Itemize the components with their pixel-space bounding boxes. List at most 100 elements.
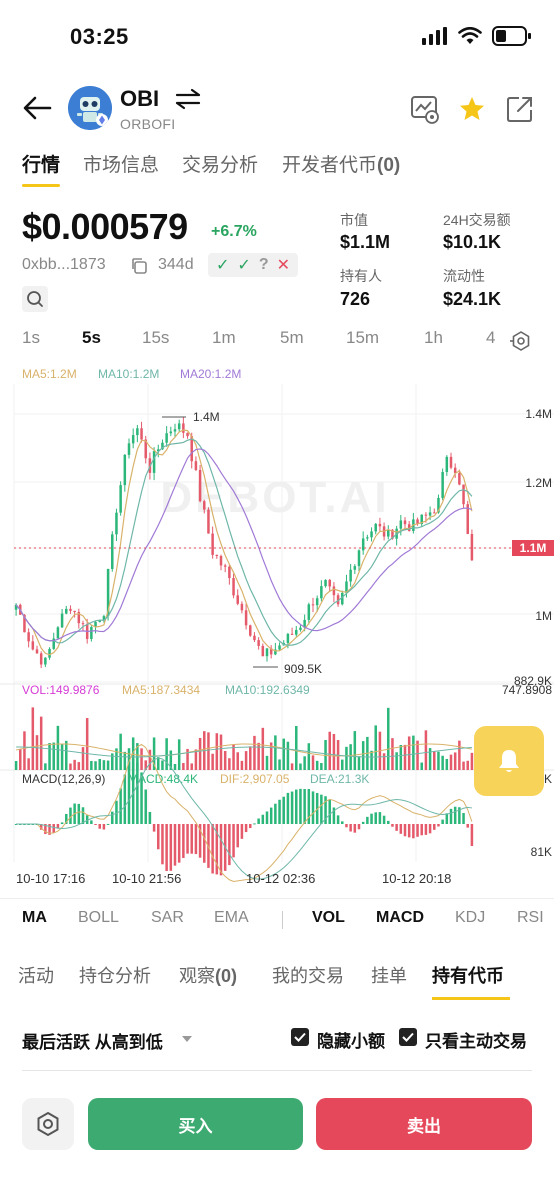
macd-bar [111,811,114,824]
tab-dev-tokens[interactable]: 开发者代币(0) [282,150,400,177]
volume-bar [470,752,474,770]
candle [407,524,411,531]
indicator-ma[interactable]: MA [22,909,47,926]
tab-trade-analysis[interactable]: 交易分析 [182,155,259,176]
macd-bar [81,807,85,824]
volume-bar [290,763,294,770]
buy-button[interactable]: 买入 [88,1098,303,1150]
subtab-my-trades[interactable]: 我的交易 [272,966,344,986]
subtab-orders[interactable]: 挂单 [371,966,407,986]
indicator-vol[interactable]: VOL [312,909,345,926]
subtab-watch-label: 观察 [179,966,215,986]
macd-bar [374,812,377,824]
macd-bar [361,821,365,824]
swap-icon[interactable] [174,88,202,110]
contract-address[interactable]: 0xbb...1873 [22,256,106,273]
macd-bar [391,824,394,827]
volume-bar [420,762,423,770]
signal-icon [422,27,447,45]
candle [320,586,323,599]
price-tick: 1.2M [525,476,552,490]
macd-bar [106,823,110,825]
macd-bar [433,824,436,830]
macd-bar [165,824,168,872]
volume-bar [211,753,214,770]
macd-bar [412,824,415,839]
volume-bar [140,748,143,770]
back-arrow-icon[interactable] [20,92,56,124]
candle [136,428,139,436]
subtab-holdings[interactable]: 持有代币 [432,966,504,986]
volume-bar [395,752,398,770]
volume-bar [437,751,440,770]
volume-bar [161,760,164,770]
indicator-rsi[interactable]: RSI [517,909,544,926]
trade-settings-button[interactable] [22,1098,74,1150]
active-only-checkbox[interactable] [399,1028,417,1046]
candle [290,633,294,635]
chart-settings-icon[interactable] [508,328,534,354]
interval-1s[interactable]: 1s [22,328,40,347]
share-icon[interactable] [505,94,535,124]
candle [98,620,101,622]
interval-15s[interactable]: 15s [142,328,170,347]
macd-bar [407,824,411,838]
price-chart[interactable]: DEBOT.AI MA5:1.2M MA10:1.2M MA20:1.2M 1.… [0,362,554,892]
time-tick: 10-12 02:36 [246,871,315,886]
interval-1m[interactable]: 1m [212,328,236,347]
macd-bar [65,813,68,824]
time-axis: 10-10 17:16 10-10 21:56 10-12 02:36 10-12 2… [16,871,451,886]
interval-1h[interactable]: 1h [424,328,443,347]
candle [307,604,311,620]
indicator-sar[interactable]: SAR [151,909,184,926]
chart-eye-icon[interactable] [410,94,440,124]
indicator-selector: MA BOLL SAR EMA VOL MACD KDJ RSI [0,898,554,936]
volume-bar [249,746,252,770]
macd-bar [173,824,177,866]
macd-bar [336,815,340,824]
macd-bar [403,824,407,837]
candle [81,623,85,625]
interval-15m[interactable]: 15m [346,328,380,347]
indicator-macd[interactable]: MACD [376,909,424,926]
search-icon[interactable] [22,286,48,312]
hide-small-checkbox[interactable] [291,1028,309,1046]
subtab-holdings-analysis[interactable]: 持仓分析 [79,966,151,986]
indicator-ema[interactable]: EMA [214,909,249,926]
indicator-boll[interactable]: BOLL [78,909,119,926]
interval-4h[interactable]: 4 [486,328,496,347]
candle [27,632,30,642]
macd-bar [140,772,143,824]
sell-button[interactable]: 卖出 [316,1098,532,1150]
volume-bar [391,738,394,770]
vol-max-label: 747.8908 [502,683,552,697]
volume-bar [152,737,156,770]
chevron-down-icon[interactable] [182,1036,192,1042]
alert-button[interactable] [474,726,544,796]
star-icon[interactable] [457,94,487,124]
status-time: 03:25 [70,24,129,49]
candle [240,603,244,611]
candle [56,627,60,639]
subtab-activity[interactable]: 活动 [18,966,54,986]
candle [52,638,55,649]
volume-bar [311,755,315,770]
copy-icon[interactable] [130,257,148,275]
price-tag-label: 1.1M [520,541,547,555]
subtab-watch-count: (0) [215,966,237,986]
macd-bar [269,807,273,824]
candle [140,428,143,440]
interval-5m[interactable]: 5m [280,328,304,347]
tab-dev-tokens-label: 开发者代币 [282,155,378,176]
indicator-kdj[interactable]: KDJ [455,909,486,926]
candle [31,641,35,650]
volume-bar [98,758,101,770]
mcap-label: 市值 [340,212,368,228]
interval-5s[interactable]: 5s [82,328,101,347]
subtab-watch[interactable]: 观察(0) [179,962,237,988]
tab-market-info[interactable]: 市场信息 [83,155,160,176]
tab-market[interactable]: 行情 [22,155,61,176]
macd-bar [90,820,93,824]
sort-dropdown[interactable]: 最后活跃 从高到低 [22,1033,163,1052]
audit-badges[interactable]: ✓ ✓ ? ✕ [208,253,298,277]
